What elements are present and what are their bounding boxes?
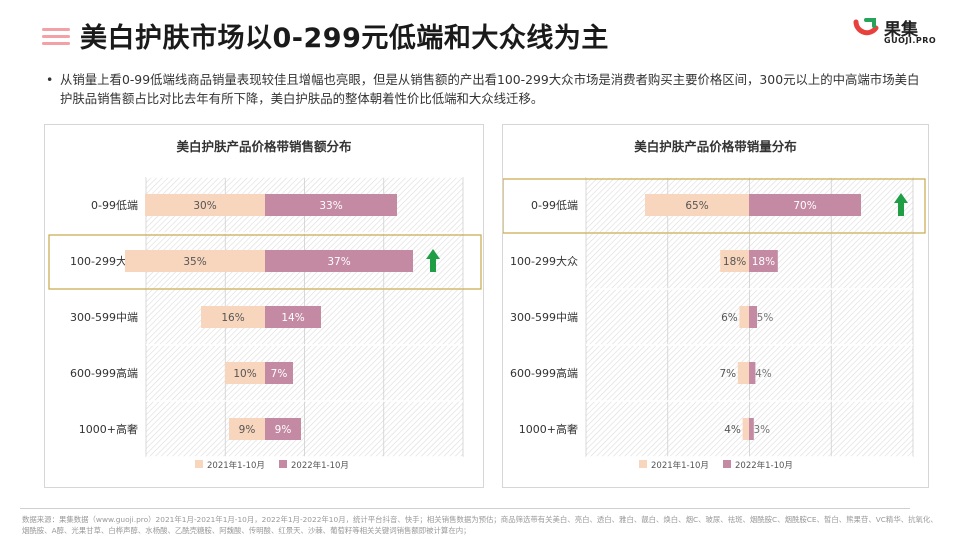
data-label-2022: 9% xyxy=(275,424,292,436)
brand-logo: 果集 GUOJI.PRO xyxy=(852,14,942,48)
logo-en-text: GUOJI.PRO xyxy=(884,36,937,45)
data-label-2021: 18% xyxy=(723,256,746,268)
category-label: 100-299大众 xyxy=(70,254,138,268)
legend-label-2021: 2021年1-10月 xyxy=(207,460,265,471)
data-label-2021: 9% xyxy=(239,424,256,436)
bar-2021 xyxy=(645,194,749,216)
category-label: 300-599中端 xyxy=(510,311,578,324)
bar-2022 xyxy=(265,250,413,272)
category-label: 300-599中端 xyxy=(70,311,138,324)
data-label-2021: 65% xyxy=(685,200,708,212)
category-label: 1000+高奢 xyxy=(519,422,578,436)
bar-2021 xyxy=(225,362,265,384)
chart-sales-amount-svg: 美白护肤产品价格带销售额分布 0-99低端 30% 33% 100-299大众 35% 37… xyxy=(48,139,482,471)
bar-2022 xyxy=(265,306,321,328)
legend-swatch-2021 xyxy=(195,460,203,468)
data-label-2022: 14% xyxy=(281,312,304,324)
legend-label-2021: 2021年1-10月 xyxy=(651,460,709,471)
chart-title: 美白护肤产品价格带销售额分布 xyxy=(176,139,352,154)
summary-text: • 从销量上看0-99低端线商品销量表现较佳且增幅也亮眼，但是从销售额的产出看1… xyxy=(46,70,930,108)
chart-sales-volume: 美白护肤产品价格带销量分布 0-99低端 65% 70% 100-299大众 18% 18%… xyxy=(502,124,929,488)
data-label-2021: 10% xyxy=(233,368,256,380)
chart-sales-amount: 美白护肤产品价格带销售额分布 0-99低端 30% 33% 100-299大众 35% 37… xyxy=(44,124,484,488)
bar-2021 xyxy=(737,362,749,384)
category-label: 1000+高奢 xyxy=(79,422,138,436)
data-label-2022: 7% xyxy=(271,368,288,380)
data-label-2021: 7% xyxy=(719,368,736,380)
chart-sales-volume-svg: 美白护肤产品价格带销量分布 0-99低端 65% 70% 100-299大众 18% 18%… xyxy=(503,139,926,471)
bar-2022 xyxy=(265,362,293,384)
chart-title: 美白护肤产品价格带销量分布 xyxy=(634,139,797,154)
bar-2021 xyxy=(145,194,265,216)
legend-swatch-2022 xyxy=(279,460,287,468)
data-label-2021: 30% xyxy=(193,200,216,212)
bar-2022 xyxy=(749,194,861,216)
summary-body: 从销量上看0-99低端线商品销量表现较佳且增幅也亮眼，但是从销售额的产出看100… xyxy=(60,72,920,106)
bar-2022 xyxy=(749,250,778,272)
data-label-2021: 35% xyxy=(183,256,206,268)
data-label-2021: 4% xyxy=(724,424,741,436)
category-label: 0-99低端 xyxy=(91,199,138,212)
data-label-2021: 6% xyxy=(721,312,738,324)
legend-label-2022: 2022年1-10月 xyxy=(735,460,793,471)
category-label: 600-999高端 xyxy=(70,366,138,380)
legend-label-2022: 2022年1-10月 xyxy=(291,460,349,471)
bar-2021 xyxy=(125,250,265,272)
category-label: 0-99低端 xyxy=(531,199,578,212)
page-title: 美白护肤市场以0-299元低端和大众线为主 xyxy=(80,23,609,54)
bullet-icon: • xyxy=(46,72,54,87)
legend-swatch-2021 xyxy=(639,460,647,468)
category-label: 600-999高端 xyxy=(510,366,578,380)
data-label-2022: 5% xyxy=(757,312,774,324)
source-note: 数据来源：果集数据（www.guoji.pro）2021年1月-2021年1月-… xyxy=(22,515,938,535)
bar-2021 xyxy=(201,306,265,328)
bar-2021 xyxy=(229,418,265,440)
logo-cn-text: 果集 xyxy=(884,20,918,40)
footer-divider xyxy=(20,508,910,509)
bar-2021 xyxy=(742,418,749,440)
data-label-2022: 3% xyxy=(753,424,770,436)
bar-2022 xyxy=(265,418,301,440)
bar-2021 xyxy=(720,250,749,272)
highlight-box xyxy=(48,234,482,290)
bar-2022 xyxy=(265,194,397,216)
bar-2022 xyxy=(749,418,754,440)
data-label-2022: 4% xyxy=(755,368,772,380)
up-arrow-icon xyxy=(426,249,440,272)
up-arrow-icon xyxy=(894,193,908,216)
data-label-2022: 37% xyxy=(327,256,350,268)
bar-2021 xyxy=(739,306,749,328)
highlight-box xyxy=(503,178,926,234)
category-label: 100-299大众 xyxy=(510,254,578,268)
legend-swatch-2022 xyxy=(723,460,731,468)
bar-2022 xyxy=(749,362,756,384)
data-label-2021: 16% xyxy=(221,312,244,324)
data-label-2022: 18% xyxy=(752,256,775,268)
data-label-2022: 33% xyxy=(319,200,342,212)
data-label-2022: 70% xyxy=(793,200,816,212)
logo-mark-icon xyxy=(853,18,879,36)
bar-2022 xyxy=(749,306,757,328)
